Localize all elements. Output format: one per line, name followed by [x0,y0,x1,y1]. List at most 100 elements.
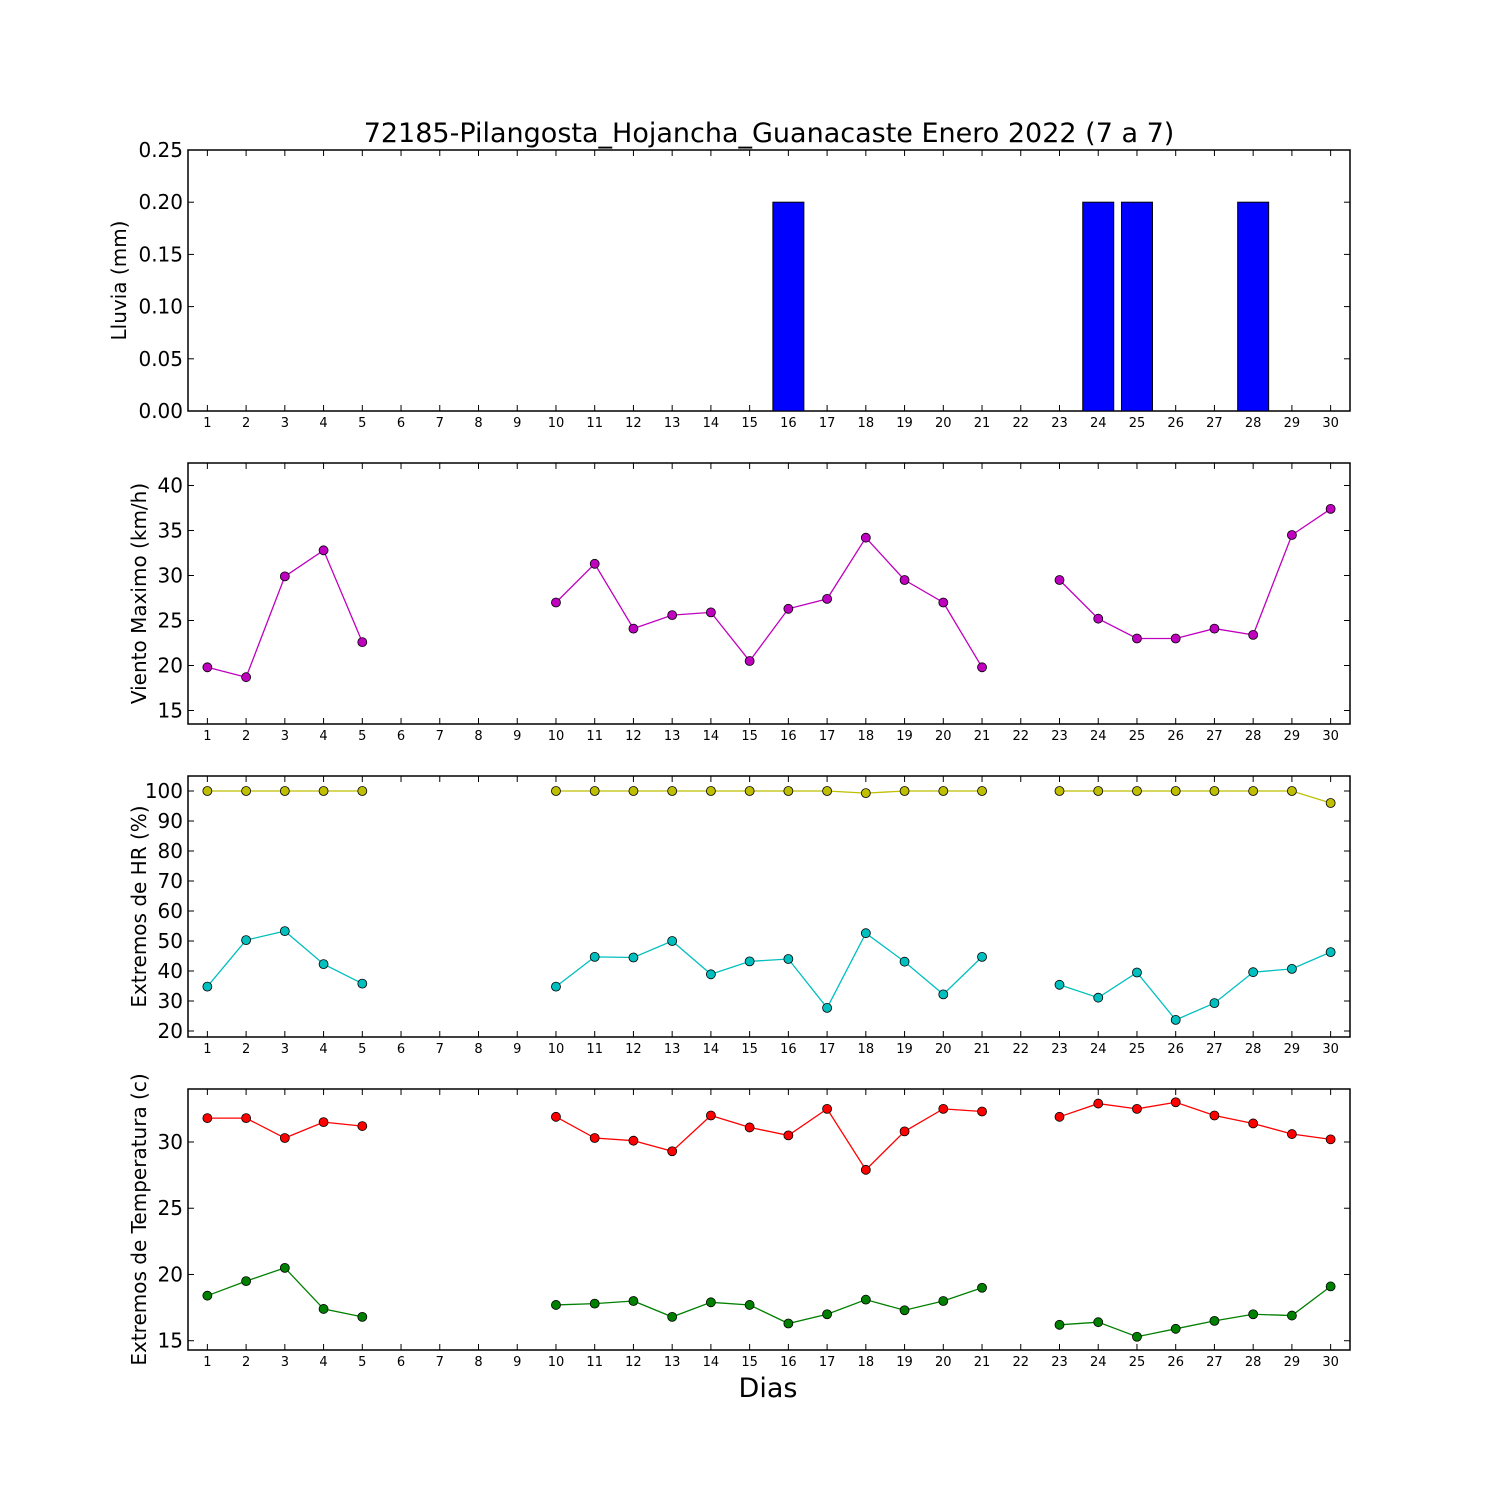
series-2-point [938,989,949,1000]
x-tick-label: 29 [1284,416,1301,431]
x-tick-label: 22 [1012,416,1029,431]
x-tick-label: 30 [1322,1042,1339,1057]
y-tick-label: 20 [158,1019,183,1043]
plot-frame [187,462,1351,725]
series-1-point [1132,1103,1142,1114]
x-tick-label: 2 [242,1042,250,1057]
x-tick-label: 20 [935,416,952,431]
x-tick-label: 27 [1206,416,1223,431]
series-2-point [318,959,329,969]
series-2-point [202,981,213,992]
rain-bar [772,201,805,412]
chart-title: 72185-Pilangosta_Hojancha_Guanacaste Ene… [364,118,1175,149]
series-2-line [555,1287,983,1325]
series-1-point [1325,503,1336,514]
series-1-line [555,1107,983,1171]
series-1-point [977,786,987,796]
series-1-point [744,656,755,666]
x-tick-label: 8 [474,1355,482,1370]
series-2-point [860,928,871,939]
series-1-point [706,1110,716,1121]
series-1-line [555,790,983,794]
series-1-point [938,597,949,608]
series-1-point [860,532,871,543]
x-tick-label: 24 [1090,1355,1107,1370]
series-1-point [1209,623,1220,634]
series-2-point [1170,1015,1181,1025]
x-tick-label: 8 [474,729,482,744]
x-tick-label: 15 [741,1042,758,1057]
series-1-point [1132,786,1142,796]
series-2-point [1248,967,1259,978]
series-1-point [744,1122,755,1133]
series-2-point [860,1294,871,1305]
x-tick-label: 15 [741,1355,758,1370]
x-tick-label: 29 [1284,1355,1301,1370]
x-tick-label: 19 [896,729,913,744]
x-tick-label: 25 [1129,1355,1146,1370]
series-2-point [279,926,290,936]
x-tick-label: 12 [625,1042,642,1057]
series-1-point [202,786,213,796]
x-tick-label: 5 [358,1042,366,1057]
x-tick-label: 21 [974,1042,991,1057]
series-1-point [241,1113,252,1124]
x-tick-label: 22 [1012,1042,1029,1057]
series-1-point [744,786,755,796]
series-2-point [318,1304,329,1314]
x-tick-label: 5 [358,1355,366,1370]
x-tick-label: 13 [664,729,681,744]
x-tick-label: 23 [1051,1042,1068,1057]
x-tick-label: 19 [896,416,913,431]
y-tick-label: 70 [158,869,183,893]
series-1-point [628,786,639,796]
y-tick-label: 15 [158,1329,183,1353]
x-tick-label: 17 [819,1355,836,1370]
y-tick-label: 40 [158,474,183,498]
series-1-point [783,603,794,614]
series-1-point [977,1106,987,1117]
series-2-point [1209,998,1220,1008]
series-1-point [1248,630,1259,640]
series-1-point [202,662,213,673]
y-tick-label: 30 [158,1130,183,1154]
x-tick-label: 17 [819,416,836,431]
x-tick-label: 30 [1322,1355,1339,1370]
x-tick-label: 23 [1051,729,1068,744]
series-2-point [202,1290,213,1301]
series-2-point [551,1300,561,1310]
x-tick-label: 6 [397,416,405,431]
x-tick-label: 1 [203,1042,211,1057]
series-1-point [551,597,561,608]
x-tick-label: 26 [1167,1042,1184,1057]
x-tick-label: 22 [1012,729,1029,744]
x-tick-label: 6 [397,729,405,744]
x-tick-label: 25 [1129,1042,1146,1057]
series-1-point [1287,530,1297,540]
series-2-point [1093,992,1104,1003]
series-1-point [1093,613,1104,624]
series-2-point [667,936,678,946]
x-tick-label: 8 [474,416,482,431]
x-tick-label: 6 [397,1355,405,1370]
x-tick-label: 11 [586,416,603,431]
series-2-point [357,978,368,989]
series-2-point [1132,967,1142,978]
series-1-point [318,1117,329,1128]
series-1-point [706,786,716,796]
series-1-point [279,571,290,582]
x-tick-label: 27 [1206,1355,1223,1370]
y-tick-label: 20 [158,1262,183,1286]
x-tick-label: 21 [974,1355,991,1370]
x-tick-label: 7 [436,416,444,431]
series-1-line [1059,1101,1331,1140]
series-1-point [667,786,678,796]
x-tick-label: 11 [586,1042,603,1057]
series-1-point [667,1146,678,1157]
series-2-point [822,1309,832,1320]
y-tick-label: 90 [158,809,183,833]
series-1-point [241,672,252,683]
